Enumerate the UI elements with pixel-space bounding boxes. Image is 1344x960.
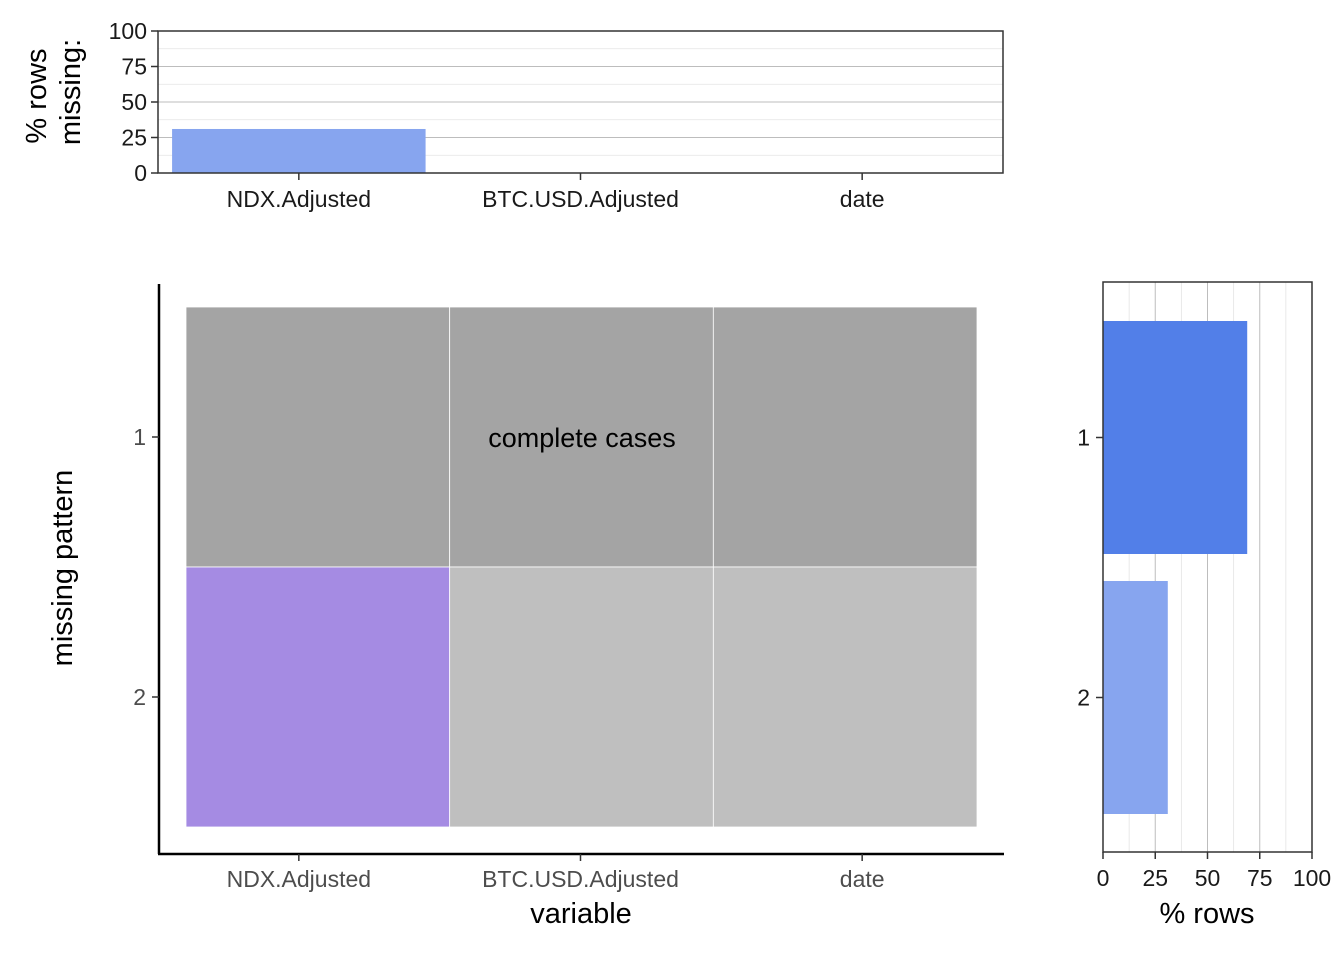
- right-bar: [1103, 321, 1248, 554]
- heatmap-x-tick-label: BTC.USD.Adjusted: [482, 866, 679, 892]
- heatmap-x-axis: NDX.Adjusted BTC.USD.Adjusted date: [227, 854, 885, 892]
- top-y-axis: 0 25 50 75 100: [109, 18, 158, 186]
- missing-pattern-heatmap: complete cases 12 NDX.Adjusted BTC.USD.Ad…: [47, 284, 1004, 930]
- heatmap-y-tick-label: 1: [133, 424, 146, 450]
- right-x-tick-label: 25: [1142, 865, 1168, 891]
- heatmap-cells: [185, 306, 978, 828]
- complete-cases-label: complete cases: [488, 423, 676, 453]
- heatmap-x-tick-label: date: [840, 866, 885, 892]
- top-missing-bar-panel: 0 25 50 75 100 NDX.Adjusted BTC.USD.Adjusted d…: [21, 18, 1004, 212]
- right-y-tick-label: 1: [1077, 425, 1090, 451]
- right-y-tick-label: 2: [1077, 685, 1090, 711]
- heatmap-y-tick-label: 2: [133, 684, 146, 710]
- top-y-axis-title-line-1: % rows: [21, 48, 53, 143]
- pattern-frequency-panel: 12 0 25 50 75 100 % rows: [1077, 281, 1331, 930]
- top-x-tick-label: date: [840, 186, 885, 212]
- right-x-tick-label: 50: [1195, 865, 1221, 891]
- heatmap-cell: [712, 566, 978, 828]
- top-x-axis: NDX.Adjusted BTC.USD.Adjusted date: [227, 173, 885, 212]
- right-x-axis-title: % rows: [1159, 898, 1254, 930]
- heatmap-x-tick-label: NDX.Adjusted: [227, 866, 371, 892]
- top-y-tick-label: 100: [109, 18, 147, 44]
- heatmap-y-axis-title: missing pattern: [47, 470, 79, 667]
- heatmap-cell: [185, 306, 451, 568]
- right-y-axis: 12: [1077, 425, 1103, 711]
- top-y-tick-label: 50: [121, 89, 147, 115]
- top-y-tick-label: 75: [121, 54, 147, 80]
- right-bars: [1103, 321, 1248, 814]
- top-bar: [172, 128, 426, 173]
- heatmap-cell: [449, 566, 714, 828]
- top-y-axis-title: % rows missing:: [21, 39, 87, 145]
- top-x-tick-label: NDX.Adjusted: [227, 186, 371, 212]
- heatmap-y-axis: 12: [133, 424, 159, 710]
- right-x-tick-label: 0: [1097, 865, 1110, 891]
- top-x-tick-label: BTC.USD.Adjusted: [482, 186, 679, 212]
- heatmap-x-axis-title: variable: [530, 898, 632, 930]
- right-x-axis: 0 25 50 75 100: [1097, 852, 1331, 891]
- top-y-tick-label: 0: [134, 160, 147, 186]
- top-y-tick-label: 25: [121, 125, 147, 151]
- heatmap-cell: [449, 306, 714, 568]
- top-bars: [172, 128, 426, 173]
- top-y-axis-title-line-2: missing:: [55, 39, 87, 145]
- heatmap-cell: [712, 306, 978, 568]
- right-x-tick-label: 100: [1293, 865, 1331, 891]
- heatmap-cell: [185, 566, 451, 828]
- right-x-tick-label: 75: [1247, 865, 1273, 891]
- right-bar: [1103, 581, 1168, 814]
